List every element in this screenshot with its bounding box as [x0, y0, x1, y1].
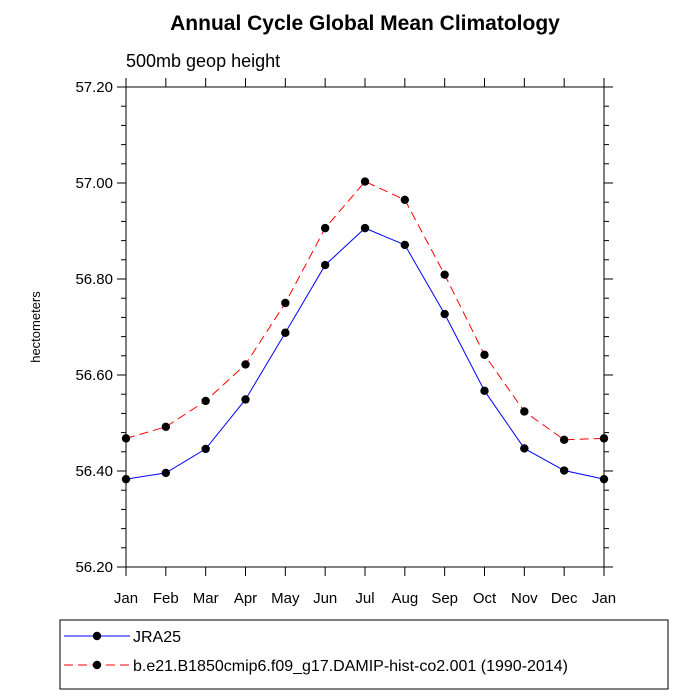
- data-point-series-1: [360, 223, 370, 233]
- data-point-series-1: [559, 466, 569, 475]
- data-point-series-1: [480, 386, 489, 396]
- data-point-series-2: [241, 360, 250, 369]
- x-tick-label: Nov: [511, 590, 538, 607]
- x-tick-label: Jun: [313, 590, 337, 607]
- data-point-series-1: [320, 260, 330, 270]
- data-point-series-1: [241, 395, 250, 404]
- x-tick-label: Feb: [153, 590, 179, 607]
- y-tick-label: 56.60: [75, 367, 113, 384]
- legend-label-1: JRA25: [133, 629, 181, 646]
- data-point-series-2: [320, 223, 330, 233]
- x-tick-label: Mar: [193, 590, 219, 607]
- data-point-series-1: [520, 444, 529, 453]
- y-axis-label: hectometers: [28, 291, 43, 363]
- data-point-series-1: [201, 444, 210, 454]
- chart-title: Annual Cycle Global Mean Climatology: [170, 12, 560, 35]
- data-point-series-2: [400, 195, 410, 204]
- legend-marker-2: [92, 660, 102, 670]
- y-tick-label: 57.00: [75, 175, 113, 192]
- data-point-series-2: [201, 396, 210, 406]
- series-line-1: [125, 227, 605, 480]
- data-point-series-2: [360, 177, 370, 186]
- plot-frame: [125, 86, 605, 568]
- data-point-series-2: [559, 435, 569, 444]
- series-line-2: [125, 180, 605, 441]
- x-tick-label: Jan: [592, 590, 616, 607]
- data-point-series-2: [599, 434, 609, 443]
- legend: JRA25 b.e21.B1850cmip6.f09_g17.DAMIP-hist…: [64, 629, 568, 675]
- chart-subtitle: 500mb geop height: [126, 51, 280, 71]
- x-tick-label: Jul: [355, 590, 374, 607]
- legend-box: [59, 619, 669, 690]
- data-point-series-1: [281, 328, 290, 337]
- x-tick-label: Sep: [431, 590, 458, 607]
- x-tick-label: May: [271, 590, 300, 607]
- ticks-layer: 56.20 56.40 56.60 56.80 57.00 57.20 Jan Feb Mar A…: [75, 78, 616, 607]
- data-point-series-2: [520, 407, 529, 416]
- legend-label-2: b.e21.B1850cmip6.f09_g17.DAMIP-hist-co2.…: [133, 658, 568, 675]
- data-point-series-2: [440, 270, 449, 279]
- data-point-series-1: [400, 240, 410, 250]
- data-point-series-1: [440, 309, 449, 319]
- data-point-series-2: [161, 422, 171, 432]
- legend-marker-1: [92, 631, 102, 641]
- data-point-series-1: [121, 474, 131, 484]
- y-tick-label: 57.20: [75, 79, 113, 96]
- series-layer: [121, 177, 609, 484]
- y-tick-label: 56.20: [75, 559, 113, 576]
- y-tick-label: 56.80: [75, 271, 113, 288]
- data-point-series-2: [480, 350, 489, 360]
- data-point-series-1: [599, 474, 609, 484]
- x-tick-label: Oct: [473, 590, 497, 607]
- data-point-series-2: [281, 298, 290, 308]
- data-point-series-2: [121, 434, 131, 443]
- x-tick-label: Aug: [391, 590, 418, 607]
- y-tick-label: 56.40: [75, 463, 113, 480]
- x-tick-label: Jan: [114, 590, 138, 607]
- x-tick-label: Dec: [551, 590, 578, 607]
- data-point-series-1: [161, 468, 171, 478]
- x-tick-label: Apr: [234, 590, 257, 607]
